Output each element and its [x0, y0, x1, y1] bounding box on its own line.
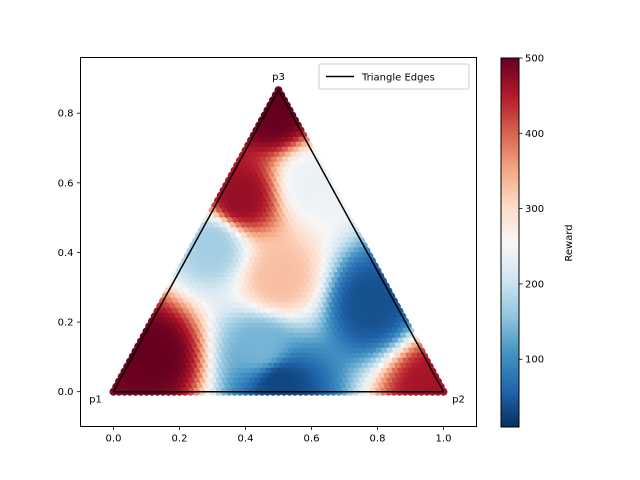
colorbar-tick-label: 300 — [525, 204, 544, 215]
x-tick-label: 1.0 — [436, 434, 452, 445]
y-tick-label: 0.2 — [58, 318, 74, 329]
y-axis: 0.0 0.2 0.4 0.6 0.8 — [58, 109, 81, 398]
x-tick-label: 0.8 — [370, 434, 386, 445]
x-axis: 0.0 0.2 0.4 0.6 0.8 1.0 — [106, 426, 452, 445]
colorbar-tick-label: 200 — [525, 279, 544, 290]
legend: Triangle Edges — [318, 63, 470, 90]
x-tick-label: 0.0 — [106, 434, 122, 445]
colorbar-tick-label: 400 — [525, 129, 544, 140]
y-tick-label: 0.0 — [58, 387, 74, 398]
legend-label-triangle-edges: Triangle Edges — [361, 73, 435, 84]
vertex-labels: p1 p2 p3 — [89, 72, 465, 405]
triangle-edges-line — [112, 88, 445, 393]
y-tick-label: 0.6 — [58, 178, 74, 189]
colorbar-tick-label: 500 — [525, 54, 544, 65]
y-tick-label: 0.4 — [58, 248, 74, 259]
vertex-label-p2: p2 — [452, 395, 465, 406]
x-tick-label: 0.6 — [304, 434, 320, 445]
legend-box — [318, 63, 470, 90]
reward-heatmap-points — [109, 86, 448, 396]
plot-frame — [80, 57, 477, 427]
vertex-label-p1: p1 — [89, 395, 102, 406]
vertex-label-p3: p3 — [272, 72, 285, 83]
triangle-edges — [112, 88, 445, 393]
colorbar: 100 200 300 400 500 Reward — [500, 54, 575, 428]
x-tick-label: 0.4 — [238, 434, 254, 445]
colorbar-gradient — [500, 57, 520, 428]
colorbar-label: Reward — [564, 224, 575, 261]
colorbar-tick-label: 100 — [525, 355, 544, 366]
x-tick-label: 0.2 — [172, 434, 188, 445]
colorbar-ticks: 100 200 300 400 500 — [519, 54, 544, 366]
y-tick-label: 0.8 — [58, 109, 74, 120]
